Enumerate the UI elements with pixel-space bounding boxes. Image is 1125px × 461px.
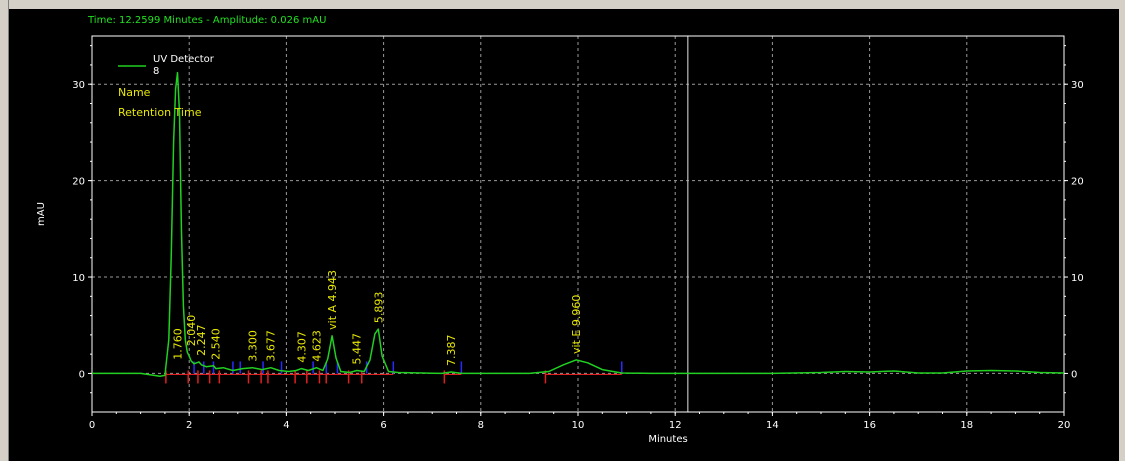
- y-tick-label-right: 10: [1071, 273, 1084, 284]
- detector-trace: [92, 71, 1065, 378]
- x-tick-label: 10: [572, 420, 585, 431]
- legend-label-line: Name: [118, 86, 151, 99]
- peak-label: 2.247: [195, 324, 208, 356]
- peak-label: 4.623: [311, 330, 324, 362]
- peak-label: 2.040: [185, 315, 198, 347]
- y-tick-label-right: 20: [1071, 177, 1084, 188]
- y-tick-label-left: 0: [79, 369, 85, 380]
- window-left-border: [0, 0, 9, 461]
- x-tick-label: 6: [380, 420, 386, 431]
- y-tick-label-left: 30: [72, 80, 85, 91]
- grid-layer: [92, 36, 1064, 412]
- y-tick-label-right: 30: [1071, 80, 1084, 91]
- peak-label: vit E 9.960: [570, 295, 583, 354]
- legend-label-line: Retention Time: [118, 106, 202, 119]
- x-tick-label: 4: [283, 420, 289, 431]
- x-tick-label: 0: [89, 420, 95, 431]
- peak-label: 5.893: [372, 292, 385, 324]
- x-tick-label: 2: [186, 420, 192, 431]
- x-tick-label: 16: [863, 420, 876, 431]
- trace-layer: [92, 71, 1065, 378]
- peak-label: 5.447: [351, 333, 364, 365]
- x-axis-title: Minutes: [648, 434, 687, 445]
- peak-label: 3.677: [265, 330, 278, 362]
- y-axis-title: mAU: [36, 202, 47, 226]
- x-tick-label: 14: [766, 420, 779, 431]
- peak-label: 3.300: [246, 330, 259, 362]
- x-tick-label: 8: [478, 420, 484, 431]
- x-tick-label: 18: [960, 420, 973, 431]
- legend-channel: 8: [153, 66, 159, 77]
- legend-series-name: UV Detector: [153, 54, 215, 65]
- peak-label: 7.387: [445, 334, 458, 366]
- y-tick-label-right: 0: [1071, 369, 1077, 380]
- peak-label: 2.540: [209, 328, 222, 360]
- axis-layer: 0 2 4 6 8 10 12 14 16 18 20 0 0 10 10 20 20 30 30 Minutes mA…: [36, 35, 1084, 445]
- y-tick-label-left: 20: [72, 177, 85, 188]
- y-tick-label-left: 10: [72, 273, 85, 284]
- peak-label: 1.760: [172, 328, 185, 360]
- x-tick-label: 12: [669, 420, 682, 431]
- peak-label: 4.307: [295, 331, 308, 363]
- cursor-readout: Time: 12.2599 Minutes - Amplitude: 0.026…: [88, 15, 327, 26]
- peak-label: vit A 4.943: [326, 270, 339, 330]
- x-tick-label: 20: [1058, 420, 1071, 431]
